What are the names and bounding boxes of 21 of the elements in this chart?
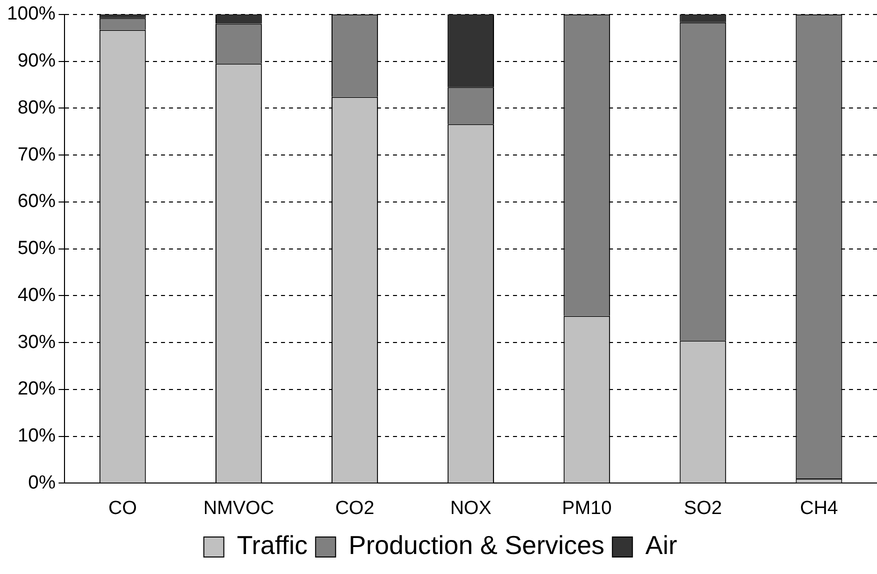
x-tick-label: CO2 [335, 498, 374, 519]
y-tick-label: 100% [6, 4, 56, 25]
y-tick-label: 70% [18, 144, 56, 166]
x-tick-label: NOX [450, 498, 492, 519]
legend-label: Air [645, 530, 678, 560]
x-tick-label: NMVOC [203, 498, 274, 519]
y-tick-label: 60% [18, 191, 56, 212]
y-tick-label: 20% [18, 378, 56, 400]
y-tick-label: 0% [28, 472, 56, 494]
y-tick-label: 10% [18, 426, 56, 447]
y-tick-label: 40% [18, 284, 56, 306]
x-tick-label: SO2 [684, 498, 722, 519]
legend-label: Production & Services [348, 530, 604, 560]
y-tick-label: 50% [18, 238, 56, 260]
y-tick-label: 90% [18, 50, 56, 72]
x-tick-label: CO [108, 498, 137, 519]
legend-label: Traffic [236, 530, 308, 560]
x-tick-label: PM10 [562, 498, 612, 519]
x-tick-label: CH4 [800, 498, 838, 519]
y-tick-label: 80% [18, 97, 56, 118]
y-tick-label: 30% [18, 332, 56, 353]
